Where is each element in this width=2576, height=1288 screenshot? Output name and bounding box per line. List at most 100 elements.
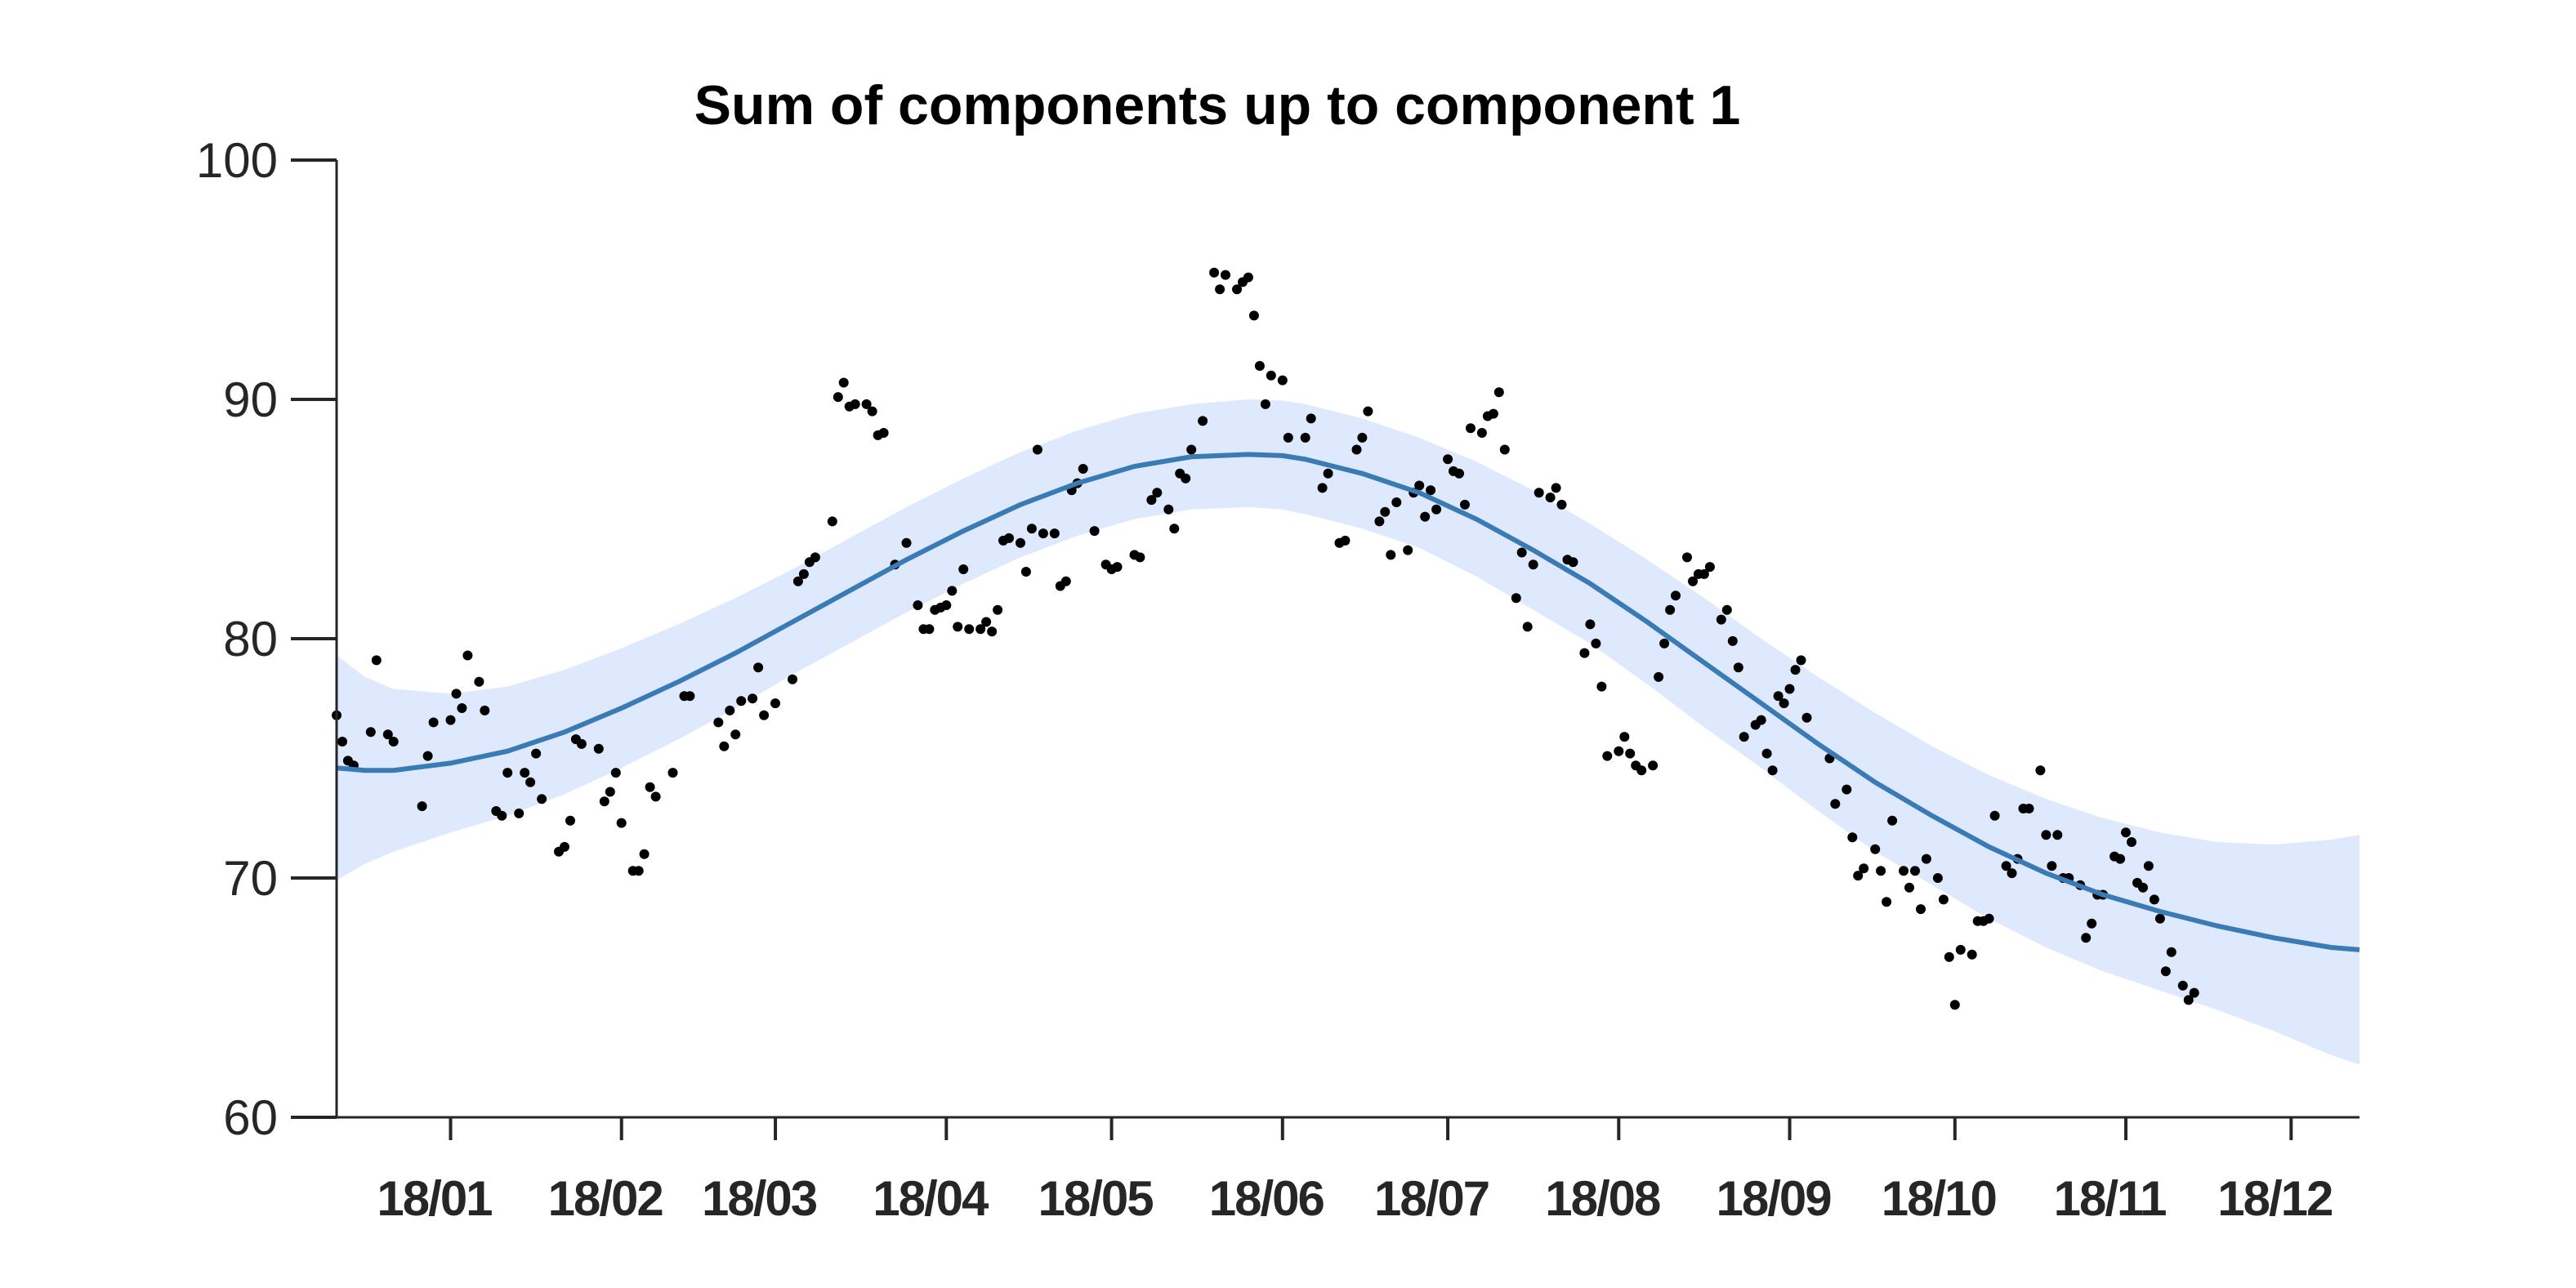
data-point: [1374, 516, 1385, 527]
data-point: [1591, 638, 1601, 648]
data-point: [1989, 810, 2000, 821]
data-point: [1357, 432, 1368, 443]
data-point: [422, 751, 433, 761]
data-point: [2189, 987, 2199, 998]
data-point: [1038, 528, 1048, 539]
data-point: [947, 586, 958, 596]
data-point: [1756, 715, 1766, 725]
data-point: [480, 705, 490, 715]
data-point: [667, 768, 678, 778]
x-tick-label: 18/05: [1038, 1171, 1153, 1226]
data-point: [1248, 310, 1259, 321]
data-point: [1020, 567, 1031, 577]
data-point: [1032, 444, 1042, 455]
data-point: [1300, 432, 1310, 443]
data-point: [685, 691, 695, 702]
data-point: [1790, 665, 1801, 675]
data-point: [2087, 918, 2097, 929]
data-point: [833, 392, 843, 403]
data-point: [1078, 464, 1088, 474]
data-point: [1636, 765, 1647, 776]
data-point: [1146, 495, 1157, 506]
y-tick-label: 80: [223, 612, 278, 666]
data-point: [1420, 511, 1431, 522]
data-point: [1215, 284, 1225, 295]
x-tick-label: 18/10: [1882, 1171, 1996, 1226]
data-point: [1186, 444, 1197, 455]
data-point: [1967, 949, 1977, 960]
data-point: [1426, 485, 1436, 496]
data-point: [1949, 1000, 1960, 1010]
data-point: [2052, 830, 2063, 840]
data-point: [593, 743, 604, 754]
data-point: [838, 377, 849, 388]
data-point: [1317, 483, 1328, 493]
data-point: [1209, 267, 1220, 278]
data-point: [2001, 861, 2011, 871]
data-point: [2047, 861, 2057, 871]
data-point: [2035, 765, 2046, 776]
data-point: [1716, 614, 1726, 625]
data-point: [1882, 897, 1892, 907]
x-axis: 18/01 18/02 18/03 18/04 18/05 18/06 18/07 18/08…: [377, 1117, 2333, 1226]
data-point: [337, 737, 347, 747]
data-point: [2115, 853, 2126, 864]
data-point: [1414, 480, 1425, 491]
data-point: [993, 604, 1003, 615]
data-point: [1932, 873, 1943, 883]
data-point: [941, 600, 952, 610]
data-point: [1163, 504, 1174, 515]
data-point: [1648, 760, 1659, 771]
data-point: [1761, 748, 1772, 759]
data-point: [1699, 568, 1709, 579]
data-point: [610, 768, 621, 778]
data-point: [901, 537, 912, 548]
x-tick-label: 18/03: [702, 1171, 817, 1226]
data-point: [1283, 432, 1293, 443]
data-point: [474, 676, 484, 687]
data-point: [861, 399, 872, 409]
data-point: [1403, 545, 1413, 555]
data-point: [1380, 506, 1391, 517]
data-point: [1739, 732, 1749, 742]
data-point: [1654, 671, 1664, 682]
data-point: [576, 738, 587, 749]
data-point: [850, 399, 860, 409]
x-tick-label: 18/06: [1209, 1171, 1324, 1226]
data-point: [1727, 635, 1738, 646]
data-point: [1801, 712, 1812, 723]
data-point: [1870, 844, 1881, 854]
data-point: [599, 796, 609, 807]
x-tick-label: 18/09: [1716, 1171, 1831, 1226]
y-axis: 60 70 80 90 100: [196, 133, 337, 1145]
data-point: [878, 428, 889, 438]
data-point: [981, 617, 992, 627]
data-point: [1454, 468, 1464, 479]
data-point: [451, 689, 462, 699]
data-point: [1545, 492, 1556, 503]
data-point: [798, 568, 809, 579]
data-point: [953, 622, 963, 632]
data-point: [748, 693, 758, 704]
data-point: [514, 808, 525, 818]
data-point: [1476, 428, 1487, 438]
fit-line: [336, 452, 2360, 952]
data-point: [1876, 866, 1886, 876]
data-point: [1938, 894, 1949, 905]
data-point: [1266, 370, 1276, 381]
data-point: [1859, 863, 1869, 874]
data-point: [736, 696, 747, 706]
data-point: [964, 624, 975, 635]
data-point: [1830, 799, 1841, 809]
data-point: [1853, 871, 1864, 881]
data-point: [462, 650, 473, 661]
data-point: [1614, 746, 1624, 756]
data-point: [730, 729, 741, 740]
data-point: [1704, 562, 1715, 573]
data-point: [2138, 882, 2148, 893]
data-point: [1568, 557, 1578, 568]
data-point: [1767, 765, 1778, 776]
data-point: [2041, 830, 2051, 840]
data-point: [1659, 638, 1670, 648]
data-points: [332, 267, 2199, 1010]
